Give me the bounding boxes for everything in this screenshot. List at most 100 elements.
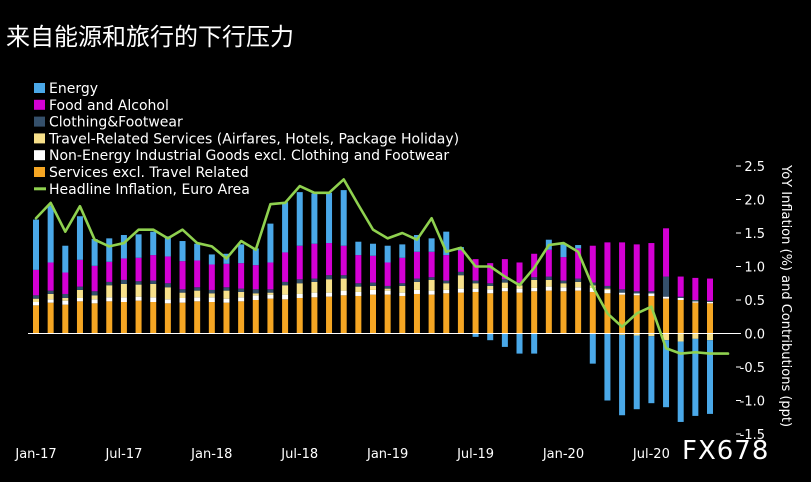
bar-segment-1-29 xyxy=(457,288,464,293)
bar-segment-1-41 xyxy=(633,293,640,296)
bar-segment-5-11 xyxy=(194,243,201,261)
bar-segment-4-14 xyxy=(238,263,245,289)
bar-segment-0-40 xyxy=(619,294,626,334)
bar-segment-2-15 xyxy=(252,293,259,296)
bar-segment-4-3 xyxy=(76,259,83,287)
bar-segment-3-45 xyxy=(692,300,699,302)
bar-segment-2-8 xyxy=(150,283,157,298)
x-tick-label: Jan-17 xyxy=(14,447,56,462)
bar-segment-3-21 xyxy=(340,275,347,279)
bar-segment-4-12 xyxy=(208,264,215,290)
bar-segment-2-30 xyxy=(472,283,479,289)
bar-segment-3-5 xyxy=(106,281,113,286)
y-tick-label: -1.5 xyxy=(740,428,765,443)
bar-segment-3-15 xyxy=(252,289,259,294)
x-tick-label: Jan-19 xyxy=(366,447,408,462)
bar-segment-0-25 xyxy=(399,295,406,334)
bar-segment-4-46 xyxy=(707,278,713,301)
bar-segment-1-19 xyxy=(311,292,318,298)
bar-segment-2-0 xyxy=(33,298,39,303)
bar-segment-4-5 xyxy=(106,261,113,282)
bar-segment-1-0 xyxy=(33,302,39,306)
bar-segment-0-8 xyxy=(150,302,157,334)
bar-segment-4-11 xyxy=(194,260,201,288)
bar-segment-4-28 xyxy=(443,255,450,281)
bar-segment-1-42 xyxy=(648,293,655,296)
bar-segment-5-40 xyxy=(619,334,626,416)
watermark-text: FX678 xyxy=(682,436,769,466)
bar-segment-4-44 xyxy=(677,276,684,297)
bar-segment-4-32 xyxy=(501,259,508,280)
bar-segment-4-40 xyxy=(619,242,626,290)
bar-segment-1-12 xyxy=(208,297,215,303)
y-tick-label: -1.0 xyxy=(740,395,765,410)
y-tick-label: -0.5 xyxy=(740,361,765,376)
bar-segment-0-3 xyxy=(76,301,83,334)
bar-segment-5-36 xyxy=(560,243,567,258)
bar-segment-2-7 xyxy=(135,284,142,297)
bar-segment-2-24 xyxy=(384,288,391,291)
bar-segment-4-2 xyxy=(62,272,69,294)
bar-segment-5-22 xyxy=(355,241,362,256)
bar-segment-1-7 xyxy=(135,296,142,301)
bar-segment-1-46 xyxy=(707,302,713,304)
bar-segment-3-28 xyxy=(443,280,450,284)
bar-segment-5-4 xyxy=(91,239,98,266)
bar-segment-1-13 xyxy=(223,298,230,303)
bar-segment-0-6 xyxy=(120,302,127,334)
bar-segment-4-25 xyxy=(399,257,406,284)
bar-segment-4-29 xyxy=(457,250,464,272)
bar-segment-0-23 xyxy=(370,294,376,334)
bar-segment-3-35 xyxy=(545,276,552,280)
bar-segment-2-21 xyxy=(340,278,347,291)
bar-segment-2-13 xyxy=(223,290,230,299)
bar-segment-0-34 xyxy=(531,291,538,334)
bar-segment-5-34 xyxy=(531,333,538,354)
y-tick-label: 0.0 xyxy=(744,328,765,343)
bar-segment-2-34 xyxy=(531,279,538,288)
bar-segment-0-35 xyxy=(545,290,552,334)
bar-segment-4-9 xyxy=(164,256,171,284)
bar-segment-5-38 xyxy=(589,333,596,364)
bar-segment-3-24 xyxy=(384,285,391,289)
bar-segment-4-7 xyxy=(135,257,142,282)
bar-segment-3-30 xyxy=(472,280,479,284)
bar-segment-3-26 xyxy=(413,278,420,282)
bar-segment-2-33 xyxy=(516,285,523,289)
bar-segment-1-10 xyxy=(179,297,186,303)
y-axis-label: YoY Inflation (%) and Contributions (ppt… xyxy=(778,164,793,427)
bar-segment-2-16 xyxy=(267,292,274,295)
bar-segment-2-44 xyxy=(677,333,684,342)
bar-segment-5-44 xyxy=(677,341,684,422)
bar-segment-3-9 xyxy=(164,283,171,288)
bar-segment-2-17 xyxy=(282,285,289,295)
bar-segment-2-14 xyxy=(238,291,245,298)
bar-segment-0-27 xyxy=(428,294,435,334)
bar-segment-2-28 xyxy=(443,283,450,290)
bar-segment-4-10 xyxy=(179,261,186,290)
bar-segment-3-31 xyxy=(487,283,494,286)
bar-segment-4-0 xyxy=(33,269,39,296)
x-tick-label: Jul-18 xyxy=(280,447,318,462)
bar-segment-2-32 xyxy=(501,282,508,288)
bar-segment-4-26 xyxy=(413,251,420,279)
legend-label: Non-Energy Industrial Goods excl. Clothi… xyxy=(49,148,449,164)
y-tick-label: 2.5 xyxy=(744,160,765,175)
bar-segment-4-13 xyxy=(223,263,230,288)
bar-segment-3-16 xyxy=(267,289,274,293)
bar-segment-1-28 xyxy=(443,289,450,294)
bar-segment-3-8 xyxy=(150,280,157,284)
bar-segment-1-35 xyxy=(545,286,552,291)
bar-segment-4-6 xyxy=(120,258,127,280)
bar-segment-4-30 xyxy=(472,259,479,281)
bar-segment-1-39 xyxy=(604,289,611,294)
bar-segment-0-5 xyxy=(106,301,113,334)
bar-segment-5-8 xyxy=(150,231,157,256)
bar-segment-1-32 xyxy=(501,287,508,292)
bar-segment-5-46 xyxy=(707,340,713,414)
bar-segment-5-7 xyxy=(135,234,142,258)
y-tick-label: 1.0 xyxy=(744,261,765,276)
bar-series xyxy=(33,190,713,422)
bar-segment-2-29 xyxy=(457,275,464,289)
